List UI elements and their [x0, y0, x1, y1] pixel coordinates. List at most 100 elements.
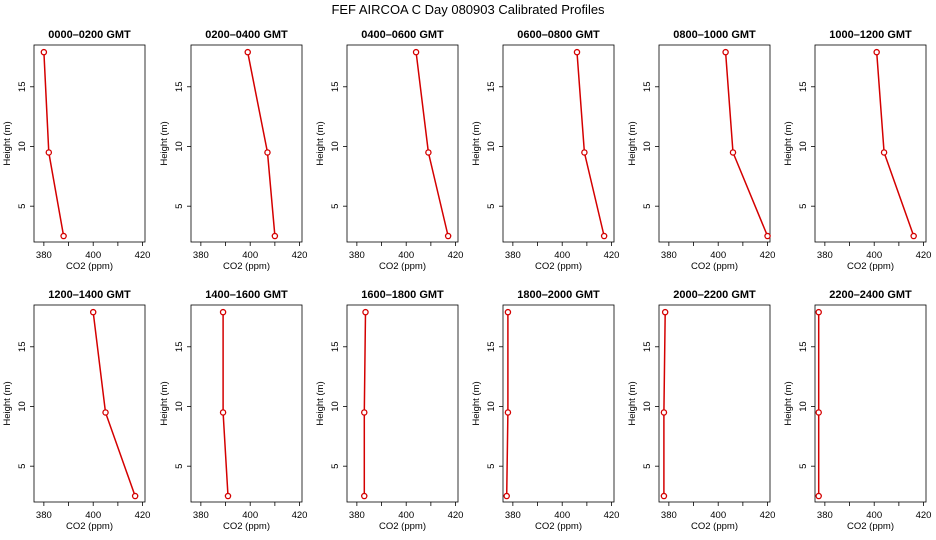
- y-axis-label: Height (m): [159, 381, 170, 425]
- plot-frame: [658, 44, 771, 243]
- data-point: [40, 48, 48, 56]
- x-tick-label: 400: [710, 250, 726, 261]
- data-point: [661, 308, 669, 316]
- plot-frame: [658, 304, 771, 503]
- panel-2: 0200–0400 GMT 380 400 420 5 10 15 CO2 (ppm) Heig…: [159, 29, 307, 272]
- y-axis-label: Height (m): [471, 381, 482, 425]
- x-tick-label: 420: [292, 510, 308, 521]
- x-tick-label: 400: [85, 510, 101, 521]
- panel-6: 1000–1200 GMT 380 400 420 5 10 15 CO2 (ppm) Heig…: [783, 29, 931, 272]
- data-point: [660, 409, 668, 416]
- plot-frame: [346, 304, 459, 503]
- y-tick-label: 10: [642, 401, 653, 412]
- y-tick-label: 15: [330, 341, 341, 352]
- x-tick-label: 400: [398, 510, 414, 521]
- x-tick-label: 380: [36, 510, 52, 521]
- y-tick-label: 10: [17, 141, 28, 152]
- x-axis-label: CO2 (ppm): [223, 521, 270, 532]
- data-point: [219, 409, 227, 416]
- y-tick-label: 10: [486, 401, 497, 412]
- data-point: [60, 232, 67, 240]
- panel-10: 1800–2000 GMT 380 400 420 5 10 15 CO2 (ppm) Heig…: [471, 289, 619, 532]
- data-point: [504, 409, 512, 416]
- x-axis-label: CO2 (ppm): [691, 261, 738, 272]
- data-point: [764, 232, 771, 240]
- x-tick-label: 380: [505, 250, 521, 261]
- data-point: [362, 308, 369, 316]
- profile-line: [92, 312, 136, 497]
- profile-line: [415, 52, 449, 237]
- plot-frame: [190, 304, 303, 503]
- x-tick-label: 400: [242, 510, 258, 521]
- x-axis-label: CO2 (ppm): [691, 521, 738, 532]
- y-tick-label: 5: [330, 464, 341, 469]
- data-point: [361, 409, 368, 416]
- panel-title: 1600–1800 GMT: [361, 289, 444, 301]
- y-axis-label: Height (m): [783, 121, 794, 165]
- x-tick-label: 380: [193, 510, 209, 521]
- data-point: [880, 149, 888, 156]
- panel-title: 1000–1200 GMT: [829, 29, 912, 41]
- y-tick-label: 10: [798, 141, 809, 152]
- y-tick-label: 15: [798, 81, 809, 92]
- data-point: [504, 308, 512, 316]
- data-point: [425, 149, 432, 156]
- y-tick-label: 5: [174, 464, 185, 469]
- x-tick-label: 380: [817, 510, 833, 521]
- plot-frame: [190, 44, 303, 243]
- x-tick-label: 400: [554, 250, 570, 261]
- y-axis-label: Height (m): [783, 381, 794, 425]
- plot-frame: [814, 304, 927, 503]
- y-tick-label: 15: [174, 81, 185, 92]
- y-tick-label: 15: [330, 81, 341, 92]
- x-axis-label: CO2 (ppm): [66, 261, 113, 272]
- data-point: [131, 492, 139, 500]
- x-tick-label: 420: [448, 250, 464, 261]
- profile-line: [875, 52, 915, 237]
- profile-line: [576, 52, 605, 237]
- x-tick-label: 400: [398, 250, 414, 261]
- panel-title: 0200–0400 GMT: [205, 29, 288, 41]
- x-tick-label: 380: [661, 250, 677, 261]
- panel-title: 0800–1000 GMT: [673, 29, 756, 41]
- y-tick-label: 10: [17, 401, 28, 412]
- profile-line: [246, 52, 276, 237]
- x-tick-label: 400: [866, 250, 882, 261]
- y-tick-label: 15: [642, 81, 653, 92]
- panel-11: 2000–2200 GMT 380 400 420 5 10 15 CO2 (ppm) Heig…: [627, 289, 775, 532]
- data-point: [910, 232, 917, 240]
- panel-3: 0400–0600 GMT 380 400 420 5 10 15 CO2 (ppm) Heig…: [315, 29, 463, 272]
- y-tick-label: 15: [174, 341, 185, 352]
- y-tick-label: 15: [486, 341, 497, 352]
- y-axis-label: Height (m): [627, 121, 638, 165]
- panel-title: 1800–2000 GMT: [517, 289, 600, 301]
- y-tick-label: 5: [798, 464, 809, 469]
- y-tick-label: 5: [17, 464, 28, 469]
- y-tick-label: 10: [174, 141, 185, 152]
- y-tick-label: 10: [330, 141, 341, 152]
- y-tick-label: 10: [486, 141, 497, 152]
- y-axis-label: Height (m): [471, 121, 482, 165]
- profile-line: [505, 312, 509, 497]
- panel-title: 0400–0600 GMT: [361, 29, 444, 41]
- y-tick-label: 5: [486, 204, 497, 209]
- panel-7: 1200–1400 GMT 380 400 420 5 10 15 CO2 (ppm) Heig…: [2, 289, 150, 532]
- x-tick-label: 420: [760, 510, 776, 521]
- data-point: [361, 492, 368, 500]
- plot-frame: [502, 44, 615, 243]
- y-axis-label: Height (m): [627, 381, 638, 425]
- x-tick-label: 420: [135, 250, 151, 261]
- x-tick-label: 420: [135, 510, 151, 521]
- data-point: [444, 232, 452, 240]
- y-tick-label: 15: [642, 341, 653, 352]
- x-axis-label: CO2 (ppm): [535, 261, 582, 272]
- figure-title: FEF AIRCOA C Day 080903 Calibrated Profi…: [331, 2, 605, 17]
- x-tick-label: 420: [760, 250, 776, 261]
- data-point: [45, 149, 53, 156]
- x-axis-label: CO2 (ppm): [379, 521, 426, 532]
- x-tick-label: 380: [349, 510, 365, 521]
- profile-line: [43, 52, 65, 237]
- x-tick-label: 380: [193, 250, 209, 261]
- data-point: [219, 308, 227, 316]
